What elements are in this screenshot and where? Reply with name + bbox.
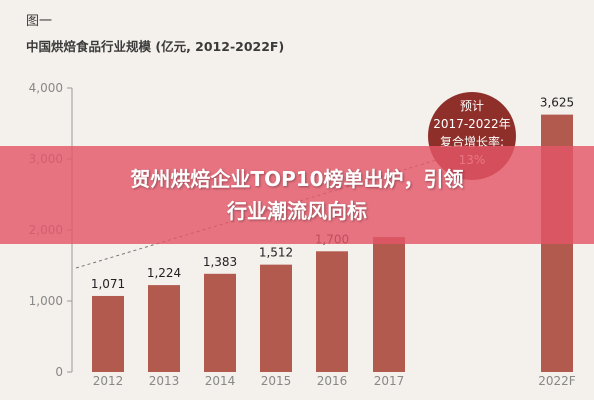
x-tick-label: 2015 <box>261 374 292 388</box>
y-tick-label: 0 <box>55 365 63 379</box>
figure-label: 图一 <box>26 14 53 29</box>
growth-bubble-text: 复合增长率: <box>440 134 504 149</box>
bar-value-label: 1,383 <box>203 255 237 269</box>
bar-value-label: 3,625 <box>540 96 574 110</box>
bar-value-label: 1,224 <box>147 266 181 280</box>
bar <box>204 273 236 372</box>
headline-line-2: 行业潮流风向标 <box>227 199 367 223</box>
bar <box>260 264 292 372</box>
x-tick-label: 2012 <box>93 374 124 388</box>
y-tick-label: 4,000 <box>29 81 63 95</box>
bar-value-label: 1,512 <box>259 246 293 260</box>
bar <box>316 251 348 372</box>
bar <box>148 285 180 372</box>
x-tick-label: 2017 <box>374 374 405 388</box>
bar-value-label: 1,071 <box>91 277 125 291</box>
growth-bubble-text: 2017-2022年 <box>433 117 510 131</box>
x-tick-label: 2013 <box>149 374 180 388</box>
growth-bubble-text: 预计 <box>460 99 484 113</box>
x-tick-label: 2016 <box>317 374 348 388</box>
bar <box>92 295 124 372</box>
headline-line-1: 贺州烘焙企业TOP10榜单出炉，引领 <box>130 167 464 191</box>
x-tick-label: 2014 <box>205 374 236 388</box>
y-tick-label: 1,000 <box>29 294 63 308</box>
headline-banner: 贺州烘焙企业TOP10榜单出炉，引领 行业潮流风向标 <box>0 146 594 244</box>
x-tick-label: 2022F <box>538 374 576 388</box>
bar <box>373 237 405 372</box>
chart-title: 中国烘焙食品行业规模 (亿元, 2012-2022F) <box>26 39 285 54</box>
